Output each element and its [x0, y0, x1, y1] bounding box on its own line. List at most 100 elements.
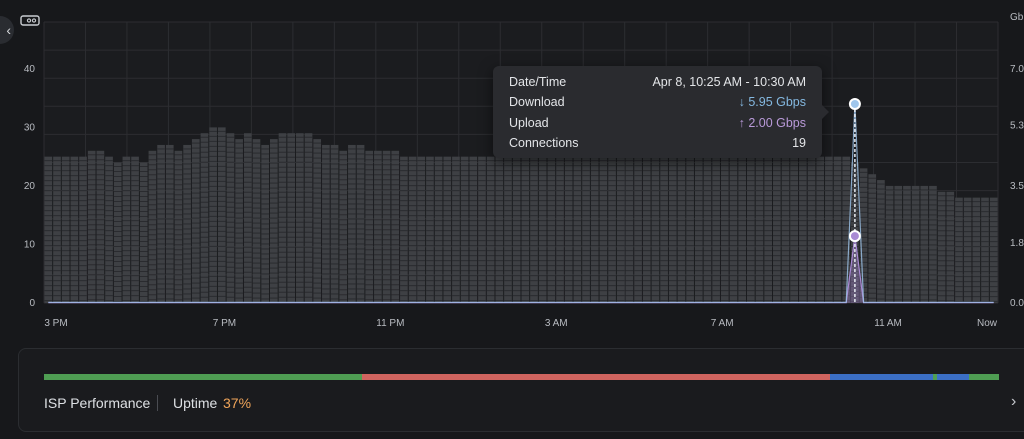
- y-tick-label: 10: [24, 239, 36, 250]
- traffic-chart[interactable]: 0 10 20 30 40 Gbps 0.0 1.8 3.5 5.3 7.0 3 PM 7 PM 1…: [0, 0, 1024, 340]
- y-tick-label: 20: [24, 181, 36, 192]
- isp-performance-card[interactable]: ISP Performance Uptime 37% ›: [18, 348, 1024, 432]
- connection-bar: [556, 156, 564, 303]
- connection-bar: [755, 156, 764, 303]
- uptime-value: 37%: [223, 395, 252, 411]
- connection-bar: [703, 156, 712, 303]
- connection-bar: [330, 144, 339, 303]
- connection-bar: [582, 156, 590, 303]
- status-segment: [936, 374, 970, 380]
- connection-bar: [183, 144, 191, 303]
- status-segment: [44, 374, 362, 380]
- connection-bar: [608, 156, 616, 303]
- connection-bar: [426, 156, 434, 303]
- connection-bar: [70, 156, 79, 303]
- connection-bar: [989, 197, 998, 303]
- y-tick-label: 0.0: [1010, 298, 1024, 309]
- connection-bar: [339, 150, 348, 303]
- connection-bar: [972, 197, 981, 303]
- connection-bar: [720, 156, 729, 303]
- connection-bar: [391, 150, 400, 303]
- connection-bar: [955, 197, 963, 303]
- connection-bar: [235, 139, 243, 303]
- connection-bar: [287, 133, 296, 303]
- connection-bar: [417, 156, 426, 303]
- back-button[interactable]: ‹: [0, 16, 14, 44]
- y-axis-unit: Gbps: [1010, 12, 1024, 23]
- connection-bar: [304, 133, 313, 303]
- status-segment: [933, 374, 937, 380]
- connection-bar: [165, 144, 174, 303]
- connection-bar: [564, 156, 573, 303]
- divider: [157, 395, 158, 411]
- connection-bar: [807, 156, 816, 303]
- connection-bar: [625, 156, 634, 303]
- connection-bar: [148, 150, 157, 303]
- uptime-status-bar: [44, 374, 999, 380]
- x-tick-label: 7 AM: [711, 318, 734, 329]
- connection-bar: [322, 144, 330, 303]
- chevron-left-icon: ‹: [6, 22, 11, 38]
- connection-bar: [217, 127, 226, 303]
- connection-bar: [122, 156, 131, 303]
- chevron-right-icon[interactable]: ›: [1011, 393, 1017, 410]
- y-tick-label: 0: [29, 298, 35, 309]
- connection-bar: [764, 156, 773, 303]
- connection-bar: [252, 139, 261, 303]
- tooltip-row-upload: Upload ↑ 2.00 Gbps: [509, 116, 806, 130]
- connection-bar: [261, 144, 269, 303]
- hover-marker: [848, 97, 861, 303]
- connection-bar: [478, 156, 486, 303]
- status-segment: [362, 374, 830, 380]
- connection-bar: [937, 191, 946, 303]
- connection-bar: [200, 133, 209, 303]
- connection-bar: [920, 185, 929, 303]
- connection-bar: [495, 156, 504, 303]
- connection-bar: [79, 156, 87, 303]
- x-tick-label: Now: [977, 318, 998, 329]
- connection-bar: [400, 156, 408, 303]
- tooltip-row-datetime: Date/Time Apr 8, 10:25 AM - 10:30 AM: [509, 75, 806, 89]
- connection-bar: [538, 156, 547, 303]
- x-axis: 3 PM 7 PM 11 PM 3 AM 7 AM 11 AM Now: [44, 318, 997, 329]
- connection-bar: [226, 133, 235, 303]
- connection-bar: [443, 156, 452, 303]
- y-tick-label: 30: [24, 122, 36, 133]
- connection-bar: [599, 156, 608, 303]
- tooltip-caret: [822, 105, 829, 119]
- connection-bar: [963, 197, 972, 303]
- connection-bar: [278, 133, 287, 303]
- connection-bar: [174, 150, 183, 303]
- throughput-lines: [48, 103, 994, 304]
- connection-bar: [469, 156, 478, 303]
- isp-title: ISP Performance: [44, 395, 151, 411]
- connection-bar: [651, 156, 660, 303]
- connection-bar: [903, 185, 911, 303]
- connection-bar: [894, 185, 903, 303]
- connection-bar: [694, 156, 703, 303]
- connection-bar: [799, 156, 807, 303]
- status-segment: [969, 374, 999, 380]
- connection-bar: [773, 156, 781, 303]
- connection-bar: [87, 150, 96, 303]
- connection-bar: [96, 150, 105, 303]
- x-tick-label: 11 PM: [376, 318, 404, 329]
- connection-bar: [825, 156, 833, 303]
- status-segment: [829, 374, 934, 380]
- upload-point: [848, 230, 861, 243]
- tooltip-row-download: Download ↓ 5.95 Gbps: [509, 95, 806, 109]
- connection-bar: [686, 156, 694, 303]
- hover-tooltip: Date/Time Apr 8, 10:25 AM - 10:30 AM Dow…: [493, 66, 822, 158]
- connection-bar: [521, 156, 530, 303]
- x-tick-label: 3 PM: [44, 318, 67, 329]
- connection-bar: [790, 156, 799, 303]
- connection-bars: [44, 127, 998, 303]
- connection-bar: [157, 144, 165, 303]
- connection-bar: [677, 156, 686, 303]
- connection-bar: [859, 168, 868, 303]
- connection-bar: [408, 156, 417, 303]
- router-icon: [20, 15, 40, 26]
- connection-bar: [547, 156, 556, 303]
- y-tick-label: 1.8: [1010, 238, 1024, 249]
- y-tick-label: 40: [24, 64, 36, 75]
